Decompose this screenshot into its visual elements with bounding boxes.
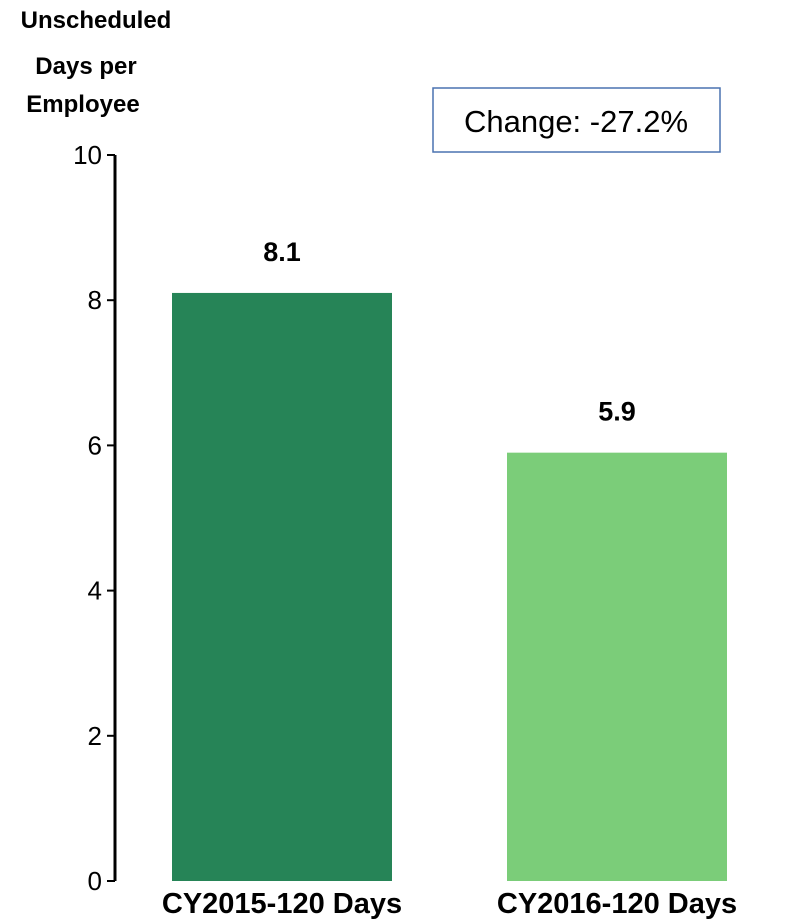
category-label: CY2016-120 Days bbox=[497, 888, 737, 920]
y-tick-label: 8 bbox=[88, 285, 102, 315]
y-tick-label: 0 bbox=[88, 866, 102, 896]
change-annotation: Change: -27.2% bbox=[432, 87, 721, 153]
bar bbox=[172, 292, 392, 881]
change-annotation-text: Change: -27.2% bbox=[464, 104, 688, 139]
y-tick-label: 10 bbox=[73, 140, 102, 170]
bars bbox=[172, 292, 727, 881]
y-axis-title-line-1: Unscheduled bbox=[21, 7, 172, 34]
category-labels: CY2015-120 Days CY2016-120 Days bbox=[162, 888, 737, 920]
y-tick-label: 6 bbox=[88, 430, 102, 460]
y-tick-label: 2 bbox=[88, 721, 102, 751]
y-axis-title: Unscheduled Days per Employee bbox=[21, 7, 172, 118]
bar bbox=[507, 452, 727, 881]
change-annotation-box bbox=[432, 87, 721, 153]
y-axis-title-line-2: Days per bbox=[35, 53, 136, 80]
data-labels: 8.1 5.9 bbox=[263, 237, 636, 427]
bar-value-label: 8.1 bbox=[263, 237, 301, 267]
y-axis-title-line-3: Employee bbox=[26, 91, 139, 118]
bar-value-label: 5.9 bbox=[598, 397, 636, 427]
y-axis-ticks: 0 2 4 6 8 10 bbox=[73, 140, 115, 896]
y-tick-label: 4 bbox=[88, 576, 102, 606]
category-label: CY2015-120 Days bbox=[162, 888, 402, 920]
